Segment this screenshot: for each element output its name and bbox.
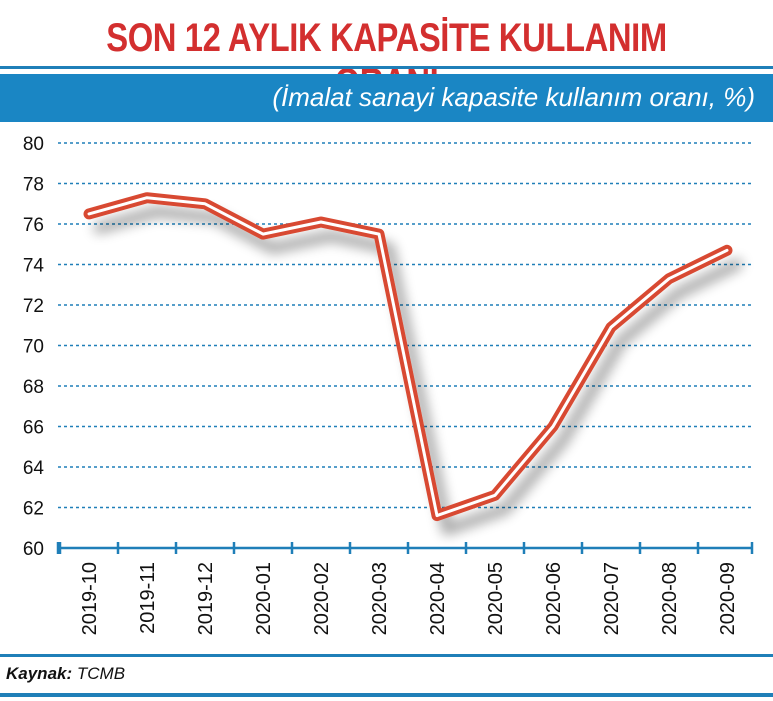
x-tick-label: 2020-03: [369, 562, 391, 635]
y-tick-label: 68: [23, 377, 44, 398]
x-tick-label: 2020-01: [253, 562, 275, 635]
source-note: Kaynak: TCMB: [6, 664, 125, 684]
y-tick-label: 74: [23, 256, 45, 277]
y-tick-label: 66: [23, 418, 44, 439]
y-tick-label: 60: [23, 539, 44, 560]
y-tick-label: 70: [23, 337, 44, 358]
y-tick-label: 62: [23, 499, 44, 520]
y-tick-label: 78: [23, 175, 44, 196]
y-tick-label: 72: [23, 296, 44, 317]
y-tick-label: 64: [23, 458, 45, 479]
source-label: Kaynak:: [6, 664, 73, 683]
series-line: [83, 192, 733, 522]
x-tick-label: 2019-12: [195, 562, 217, 635]
x-tick-label: 2020-09: [717, 562, 739, 635]
x-tick-label: 2020-02: [311, 562, 333, 635]
x-tick-label: 2019-11: [137, 562, 159, 634]
series-line-highlight: [87, 196, 729, 518]
footer-divider-top: [0, 654, 773, 657]
y-tick-label: 76: [23, 215, 44, 236]
x-tick-label: 2020-07: [601, 562, 623, 635]
x-tick-label: 2019-10: [79, 562, 101, 635]
x-tick-label: 2020-05: [485, 562, 507, 635]
chart-subtitle: (İmalat sanayi kapasite kullanım oranı, …: [272, 82, 755, 112]
title-divider: [0, 66, 773, 69]
line-chart: 60 62 64 66 68 70 72 74 76 78 80 2019-10 2019-11 2019…: [23, 134, 754, 635]
y-tick-label: 80: [23, 134, 44, 155]
x-tick-label: 2020-08: [659, 562, 681, 635]
x-tick-label: 2020-06: [543, 562, 565, 635]
source-value: TCMB: [76, 664, 126, 683]
footer-divider-bottom: [0, 693, 773, 697]
x-tick-label: 2020-04: [427, 562, 449, 635]
subtitle-band: (İmalat sanayi kapasite kullanım oranı, …: [0, 74, 773, 122]
